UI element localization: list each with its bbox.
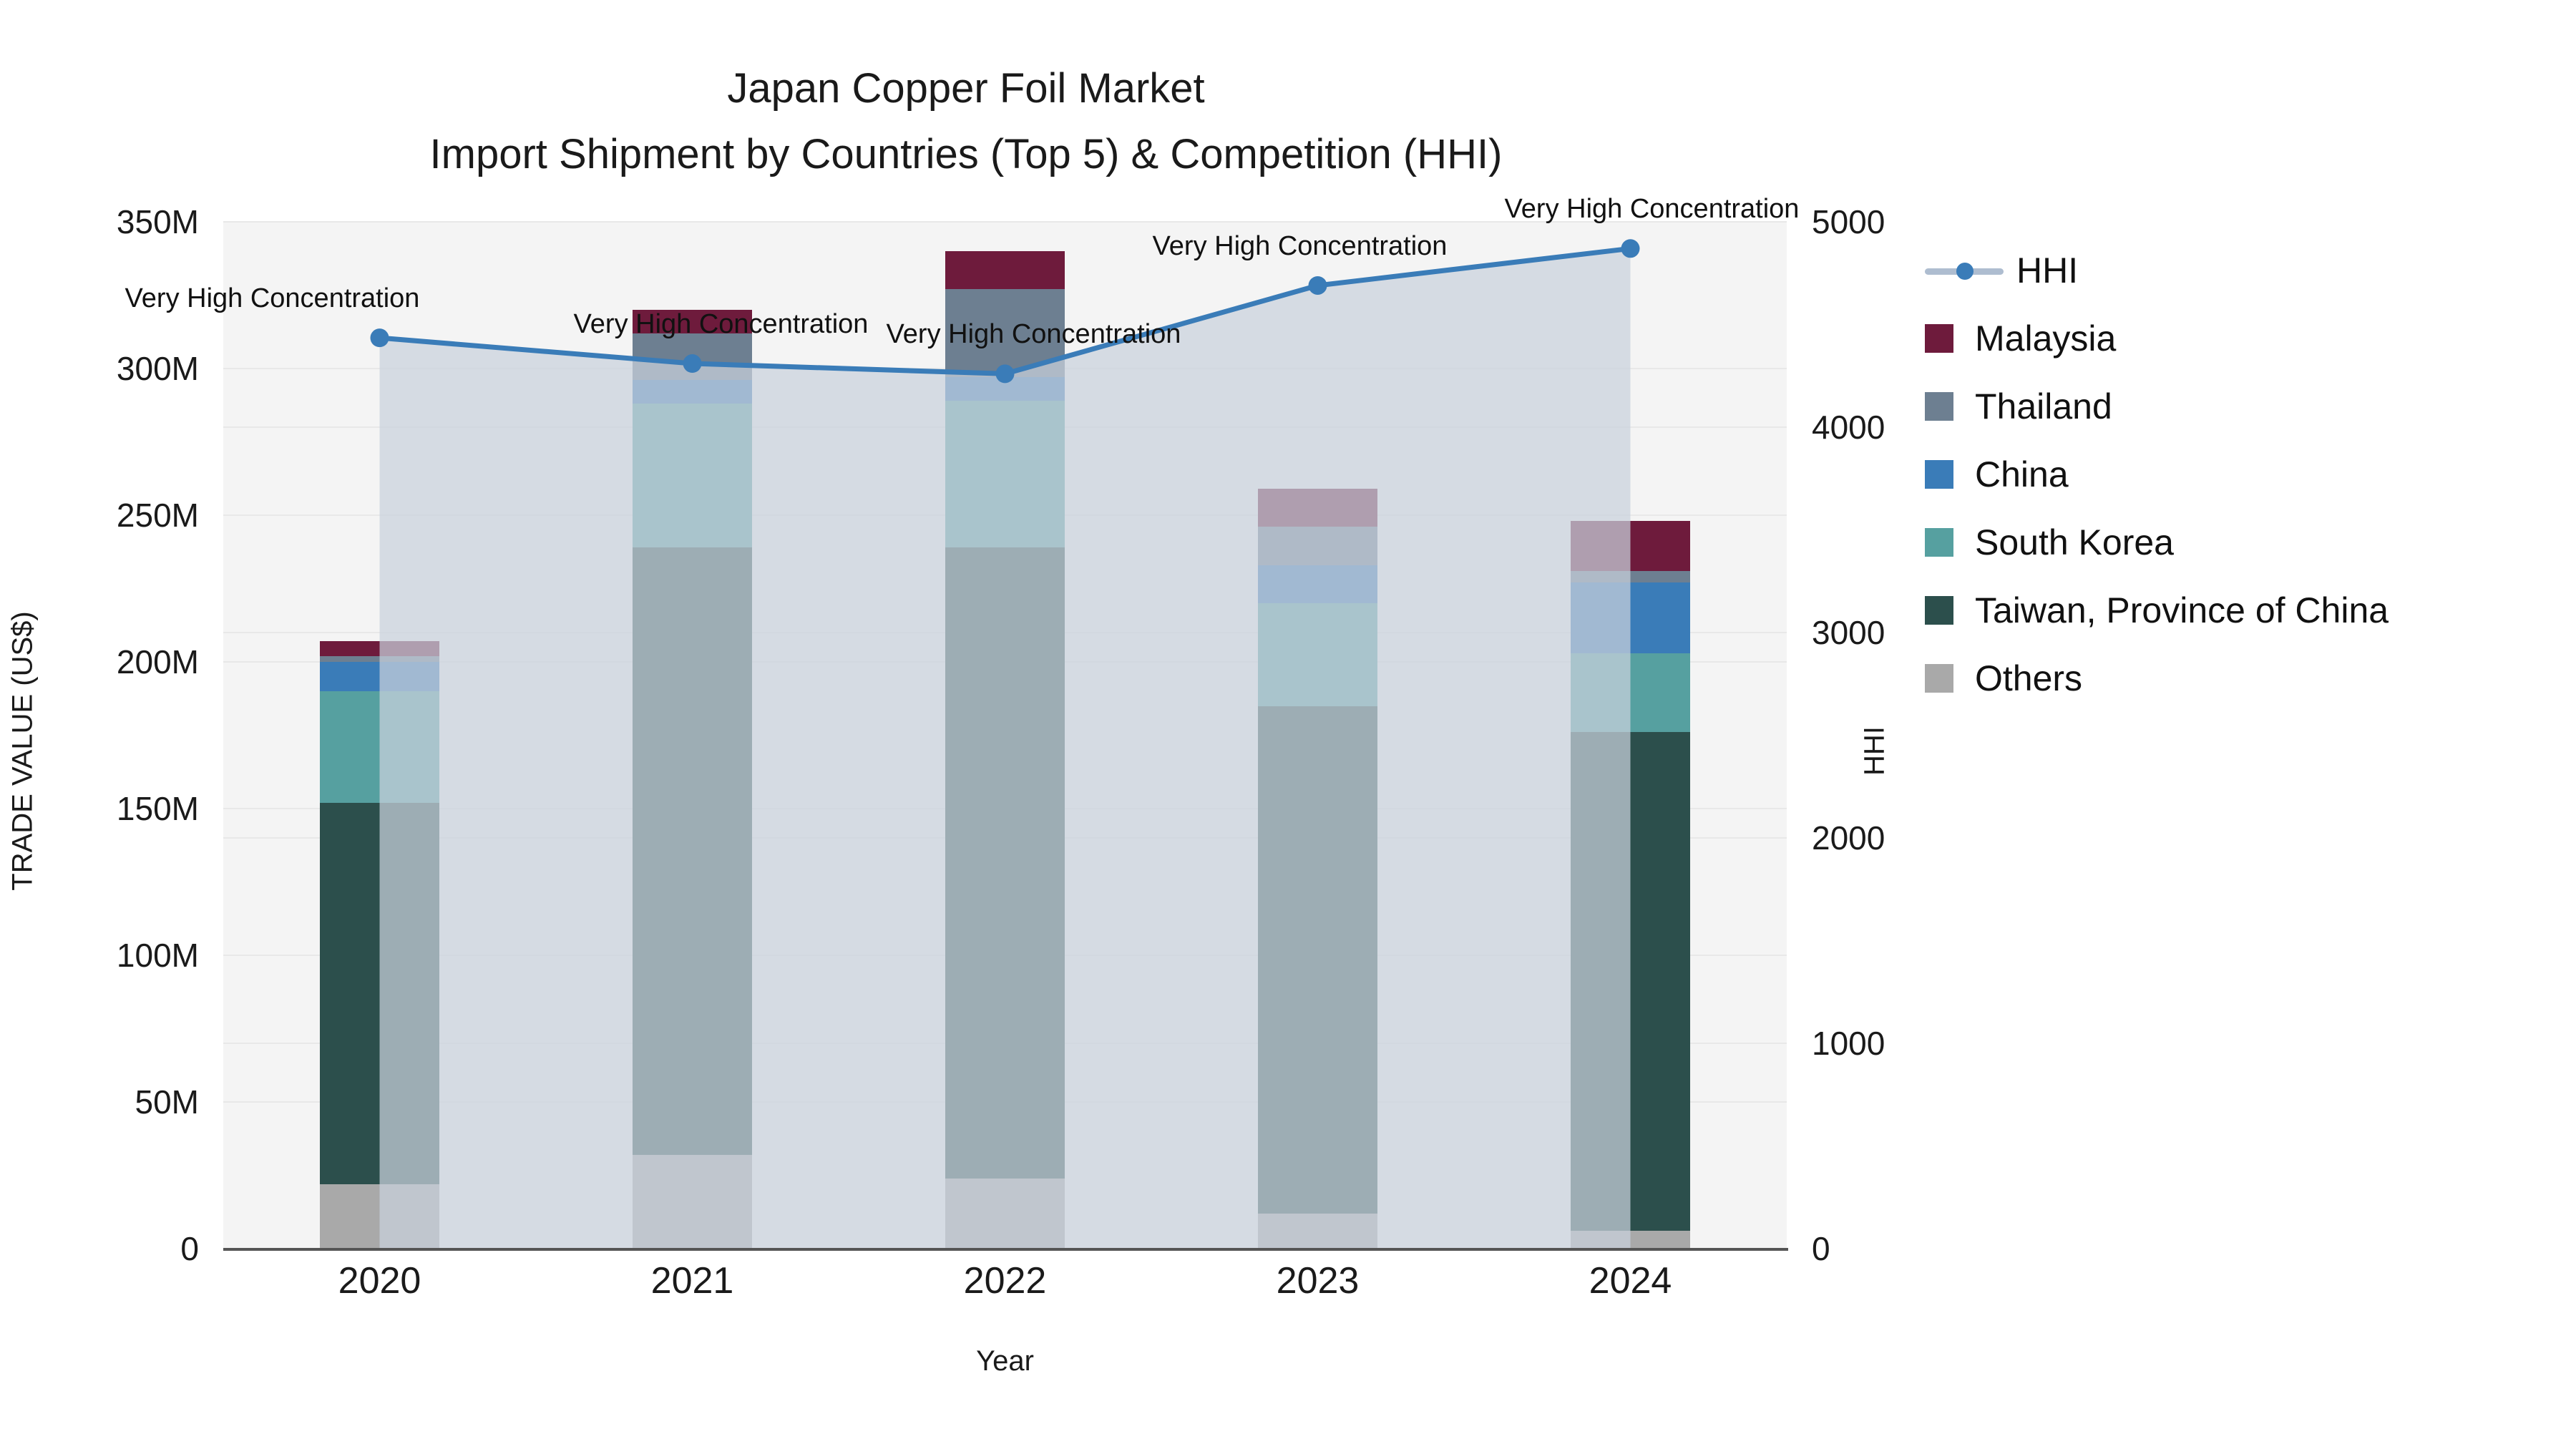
legend-item-label: HHI (2016, 250, 2079, 291)
legend-swatch-icon (1925, 391, 1953, 421)
bar-group-front-2024[interactable] (1630, 222, 1690, 1249)
y-axis-right-tick-label: 2000 (1812, 819, 1885, 857)
x-axis-tick-label-2020: 2020 (338, 1260, 421, 1302)
y-axis-left-tick-label: 0 (180, 1230, 199, 1267)
bar-segment[interactable] (320, 655, 380, 662)
legend-item-label: Thailand (1975, 386, 2112, 426)
y-axis-right-tick-label: 1000 (1812, 1025, 1885, 1062)
legend-swatch-icon (1925, 323, 1953, 353)
legend-item-others[interactable]: Others (1925, 644, 2555, 712)
y-axis-left-tick-label: 150M (116, 790, 199, 827)
gridline (223, 221, 1787, 223)
legend-item-label: Others (1975, 658, 2083, 698)
bar-segment[interactable] (320, 691, 380, 803)
bar-segment[interactable] (1630, 521, 1690, 571)
legend-item-label: China (1975, 454, 2069, 494)
legend-swatch-icon (1925, 663, 1953, 693)
legend-item-thailand[interactable]: Thailand (1925, 372, 2555, 440)
legend-item-label: South Korea (1975, 522, 2174, 562)
bar-segment[interactable] (320, 641, 380, 656)
x-axis-tick-label-2023: 2023 (1276, 1260, 1360, 1302)
legend-swatch-icon (1925, 595, 1953, 625)
y-axis-left-tick-label: 50M (135, 1083, 199, 1121)
bar-segment[interactable] (1630, 732, 1690, 1231)
y-axis-right-ticks: 0 1000 2000 3000 4000 5000 (1796, 203, 2011, 1267)
legend-item-label: Taiwan, Province of China (1975, 590, 2389, 630)
legend-item-label: Malaysia (1975, 318, 2117, 358)
hhi-annotation-2021: Very High Concentration (573, 309, 869, 340)
legend-item-taiwan-province-of-china[interactable]: Taiwan, Province of China (1925, 576, 2555, 644)
x-axis-title: Year (976, 1345, 1034, 1377)
legend-line-marker-icon (1925, 256, 2004, 285)
hhi-annotation-2024: Very High Concentration (1504, 194, 1800, 225)
x-axis-line (223, 1248, 1788, 1251)
x-axis-ticks: 2020 2021 2022 2023 2024 (223, 1259, 1787, 1317)
bar-segment[interactable] (1630, 570, 1690, 583)
bar-segment[interactable] (1630, 1231, 1690, 1249)
chart-title-line-2: Import Shipment by Countries (Top 5) & C… (429, 131, 1503, 177)
legend: HHI Malaysia Thailand China South Korea Taiwa… (1925, 236, 2555, 712)
x-axis-tick-label-2022: 2022 (963, 1260, 1047, 1302)
hhi-annotation-2023: Very High Concentration (1152, 230, 1448, 261)
y-axis-left-tick-label: 200M (116, 643, 199, 680)
chart-title: Japan Copper Foil Market Import Shipment… (0, 56, 1932, 187)
y-axis-left-title: TRADE VALUE (US$) (6, 611, 39, 891)
legend-item-china[interactable]: China (1925, 440, 2555, 508)
legend-item-hhi[interactable]: HHI (1925, 236, 2555, 304)
bar-segment[interactable] (320, 802, 380, 1184)
hhi-annotation-2020: Very High Concentration (125, 283, 420, 314)
y-axis-right-tick-label: 0 (1812, 1230, 1830, 1267)
bar-group-front-2020[interactable] (320, 222, 380, 1249)
y-axis-right-tick-label: 4000 (1812, 409, 1885, 446)
y-axis-right-tick-label: 5000 (1812, 203, 1885, 240)
bar-segment[interactable] (1630, 653, 1690, 733)
y-axis-left-ticks: 0 50M 100M 150M 200M 250M 300M 350M (0, 203, 215, 1267)
legend-swatch-icon (1925, 459, 1953, 489)
y-axis-left-tick-label: 300M (116, 350, 199, 387)
bars-front-layer (223, 222, 1787, 1249)
y-axis-left-tick-label: 100M (116, 937, 199, 974)
x-axis-tick-label-2024: 2024 (1589, 1260, 1672, 1302)
chart-title-line-1: Japan Copper Foil Market (727, 65, 1205, 112)
bar-segment[interactable] (1630, 582, 1690, 653)
y-axis-left-tick-label: 250M (116, 497, 199, 534)
hhi-annotation-2022: Very High Concentration (886, 319, 1181, 350)
y-axis-right-tick-label: 3000 (1812, 614, 1885, 651)
legend-swatch-icon (1925, 527, 1953, 557)
legend-item-malaysia[interactable]: Malaysia (1925, 304, 2555, 372)
bar-segment[interactable] (320, 655, 439, 662)
legend-item-south-korea[interactable]: South Korea (1925, 508, 2555, 576)
y-axis-left-tick-label: 350M (116, 203, 199, 240)
bar-segment[interactable] (320, 662, 380, 691)
y-axis-right-title: HHI (1858, 726, 1890, 776)
x-axis-tick-label-2021: 2021 (650, 1260, 734, 1302)
bar-segment[interactable] (320, 1184, 380, 1249)
